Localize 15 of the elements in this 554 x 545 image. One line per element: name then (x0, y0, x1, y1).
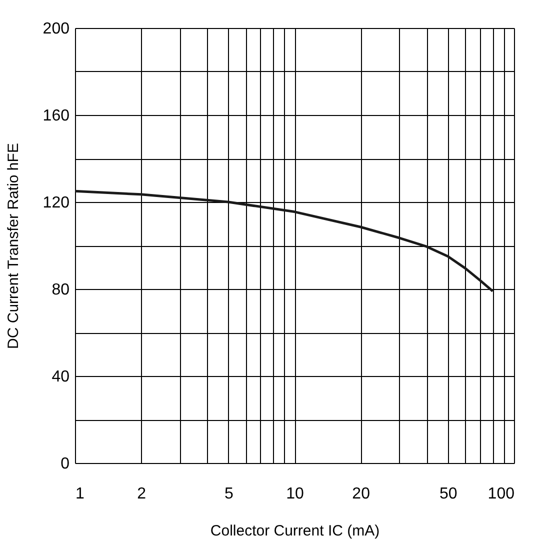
x-tick-label: 5 (224, 486, 234, 502)
x-tick-label: 50 (440, 486, 458, 502)
y-tick-label: 40 (52, 368, 70, 386)
x-tick-label: 20 (352, 486, 370, 502)
y-tick-label: 0 (60, 456, 70, 472)
y-axis-title: DC Current Transfer Ratio hFE (4, 143, 22, 349)
y-tick-label: 80 (52, 282, 70, 298)
x-axis-title: Collector Current IC (mA) (210, 522, 380, 540)
y-tick-label: 200 (42, 20, 70, 38)
x-tick-label: 2 (137, 486, 146, 502)
x-tick-label: 100 (488, 486, 515, 502)
y-tick-label: 160 (42, 108, 70, 124)
x-tick-label: 10 (286, 486, 304, 502)
y-tick-label: 120 (42, 194, 70, 212)
x-tick-label: 1 (76, 486, 84, 502)
